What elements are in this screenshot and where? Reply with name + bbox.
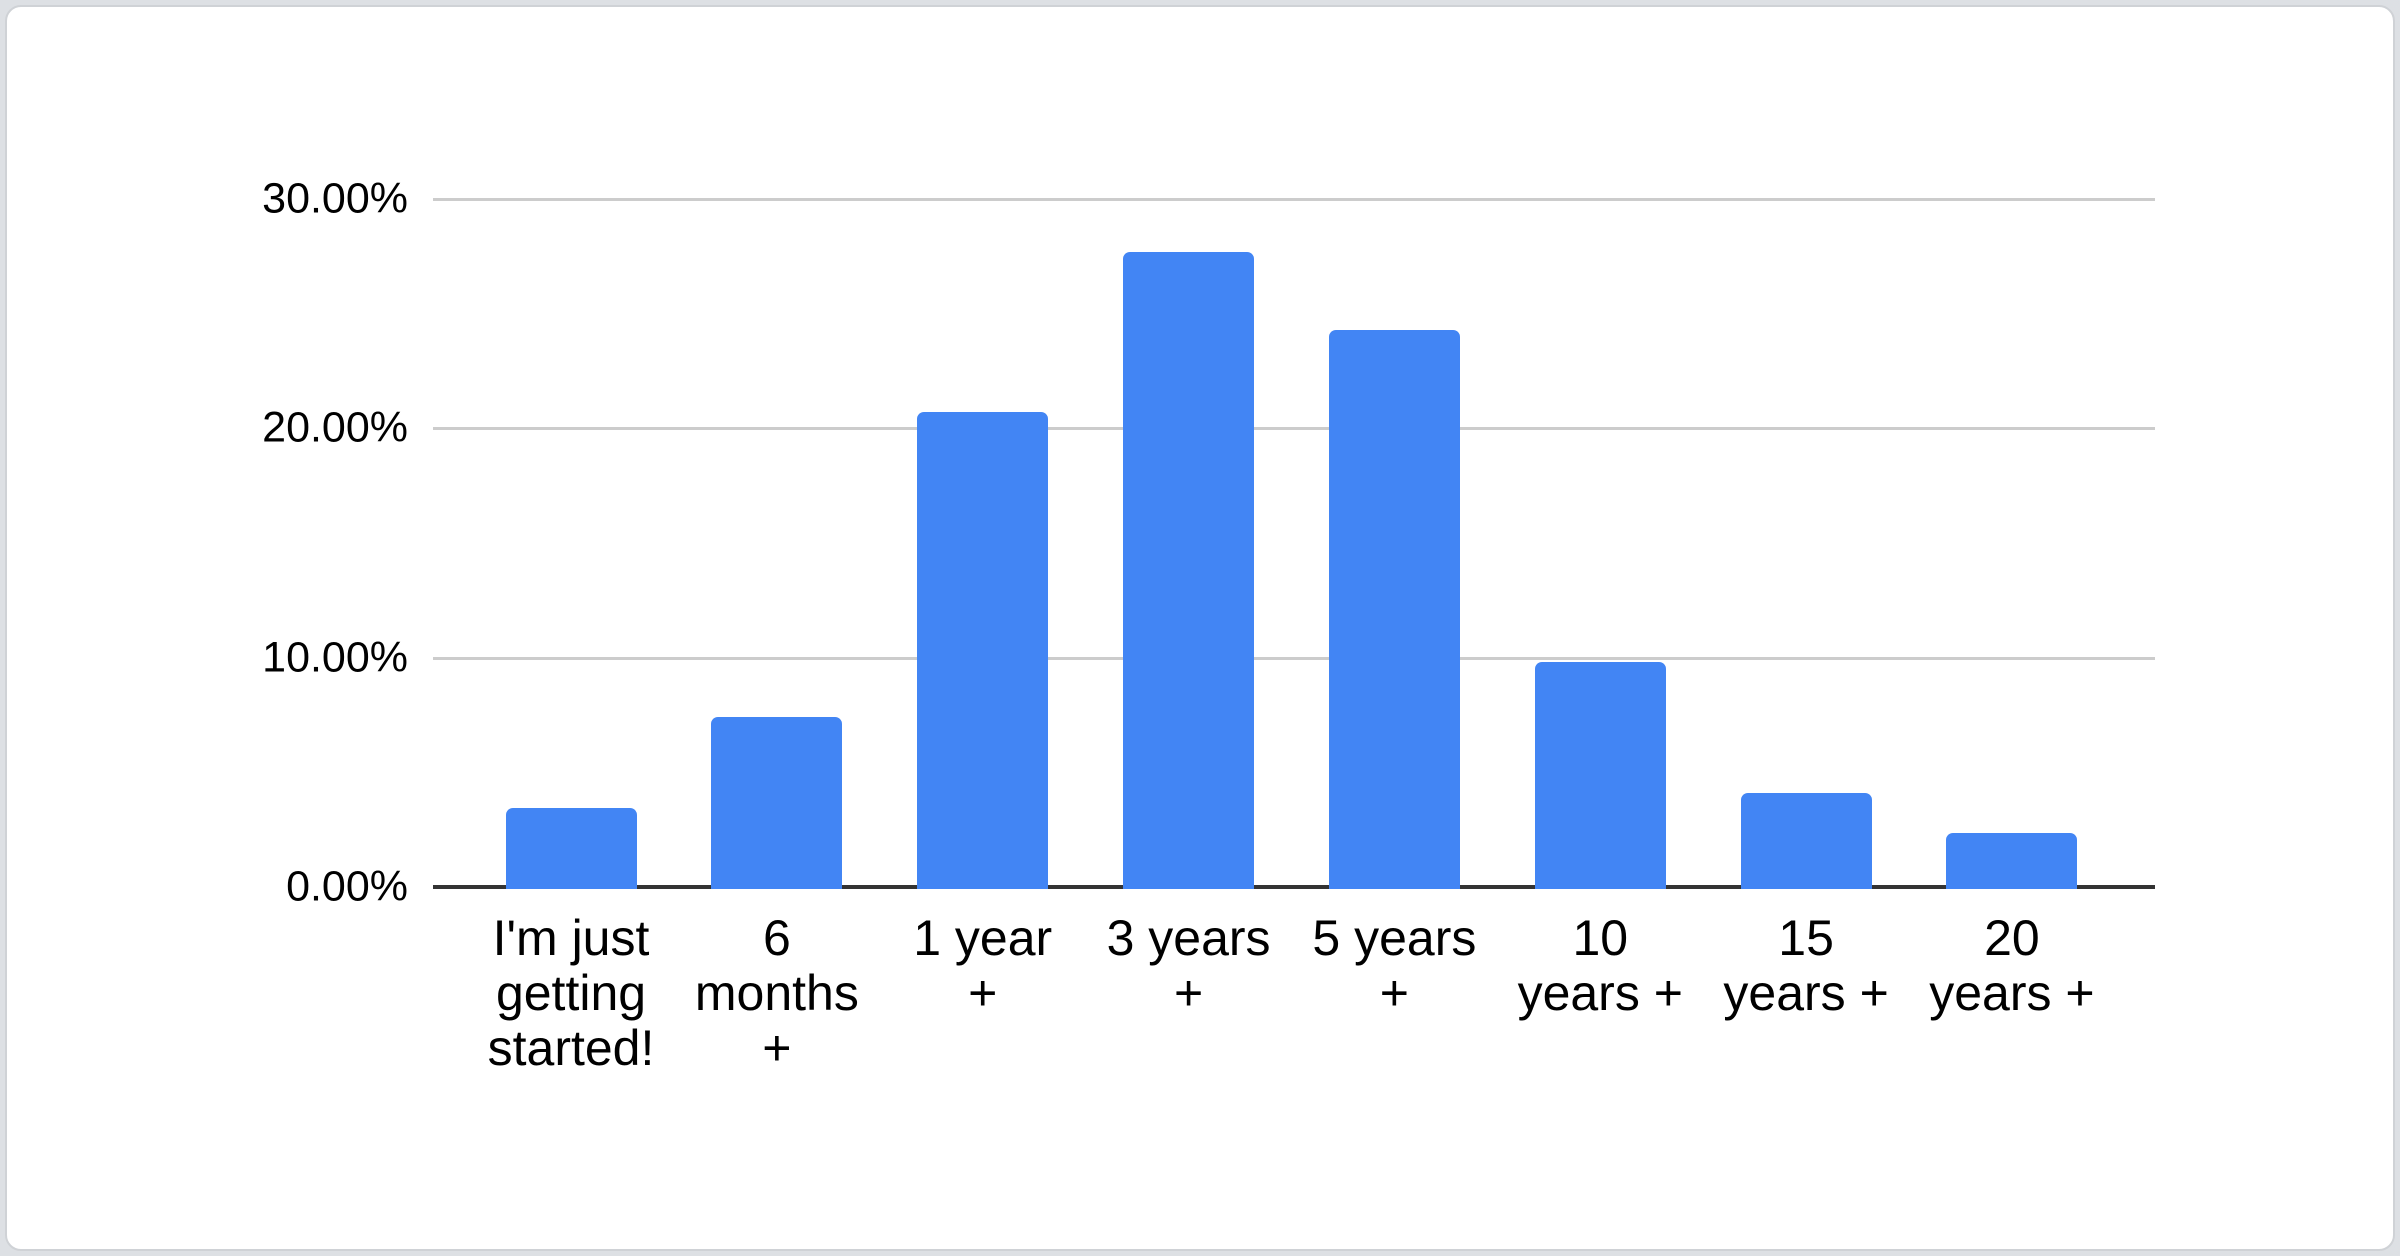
x-axis-category-label: 3 years + bbox=[1084, 911, 1294, 1021]
x-axis-label-line: months bbox=[694, 965, 859, 1021]
x-axis-label-line: years + bbox=[1517, 965, 1683, 1021]
bar[interactable] bbox=[1328, 329, 1460, 889]
bar[interactable] bbox=[1123, 251, 1255, 889]
y-axis-tick-label: 10.00% bbox=[262, 633, 408, 682]
x-axis-category-label: 5 years + bbox=[1289, 911, 1499, 1021]
x-axis-label-line: years + bbox=[1929, 965, 2095, 1021]
bar[interactable] bbox=[1534, 662, 1666, 889]
x-axis-label-line: + bbox=[762, 1020, 792, 1076]
gridline bbox=[433, 427, 2155, 431]
y-axis-tick-label: 20.00% bbox=[262, 403, 408, 452]
x-axis-label-line: I'm just bbox=[492, 910, 650, 966]
x-axis-label-line: 10 bbox=[1572, 910, 1629, 966]
x-axis-label-line: 3 years bbox=[1106, 910, 1271, 966]
bar[interactable] bbox=[505, 807, 637, 889]
y-axis-tick-label: 30.00% bbox=[262, 174, 408, 223]
x-axis-label-line: 20 bbox=[1984, 910, 2040, 966]
x-axis-label-line: + bbox=[1173, 965, 1204, 1021]
gridline bbox=[433, 656, 2155, 660]
bar[interactable] bbox=[1740, 792, 1872, 889]
x-axis-category-label: 10 years + bbox=[1495, 911, 1705, 1021]
x-axis-label-line: 15 bbox=[1778, 910, 1834, 966]
bar[interactable] bbox=[1946, 833, 2078, 889]
bar[interactable] bbox=[917, 412, 1049, 889]
x-axis-line bbox=[433, 885, 2155, 889]
gridline bbox=[433, 198, 2155, 201]
x-axis-label-line: + bbox=[968, 965, 998, 1021]
x-axis-label-line: + bbox=[1379, 965, 1409, 1021]
x-axis-label-line: 6 bbox=[762, 910, 791, 966]
x-axis-category-label: 6 months + bbox=[672, 911, 882, 1076]
bar[interactable] bbox=[711, 717, 843, 889]
x-axis-category-label: 20 years + bbox=[1907, 911, 2117, 1021]
x-axis-label-line: getting bbox=[495, 965, 647, 1021]
x-axis-label-line: 1 year bbox=[913, 910, 1053, 966]
x-axis-label-line: years + bbox=[1723, 965, 1889, 1021]
x-axis-category-label: I'm just getting started! bbox=[466, 911, 676, 1076]
x-axis-label-line: 5 years bbox=[1312, 910, 1477, 966]
x-axis-category-label: 1 year + bbox=[878, 911, 1088, 1021]
x-axis-label-line: started! bbox=[487, 1020, 655, 1076]
x-axis-category-label: 15 years + bbox=[1701, 911, 1911, 1021]
y-axis-tick-label: 0.00% bbox=[286, 862, 408, 911]
